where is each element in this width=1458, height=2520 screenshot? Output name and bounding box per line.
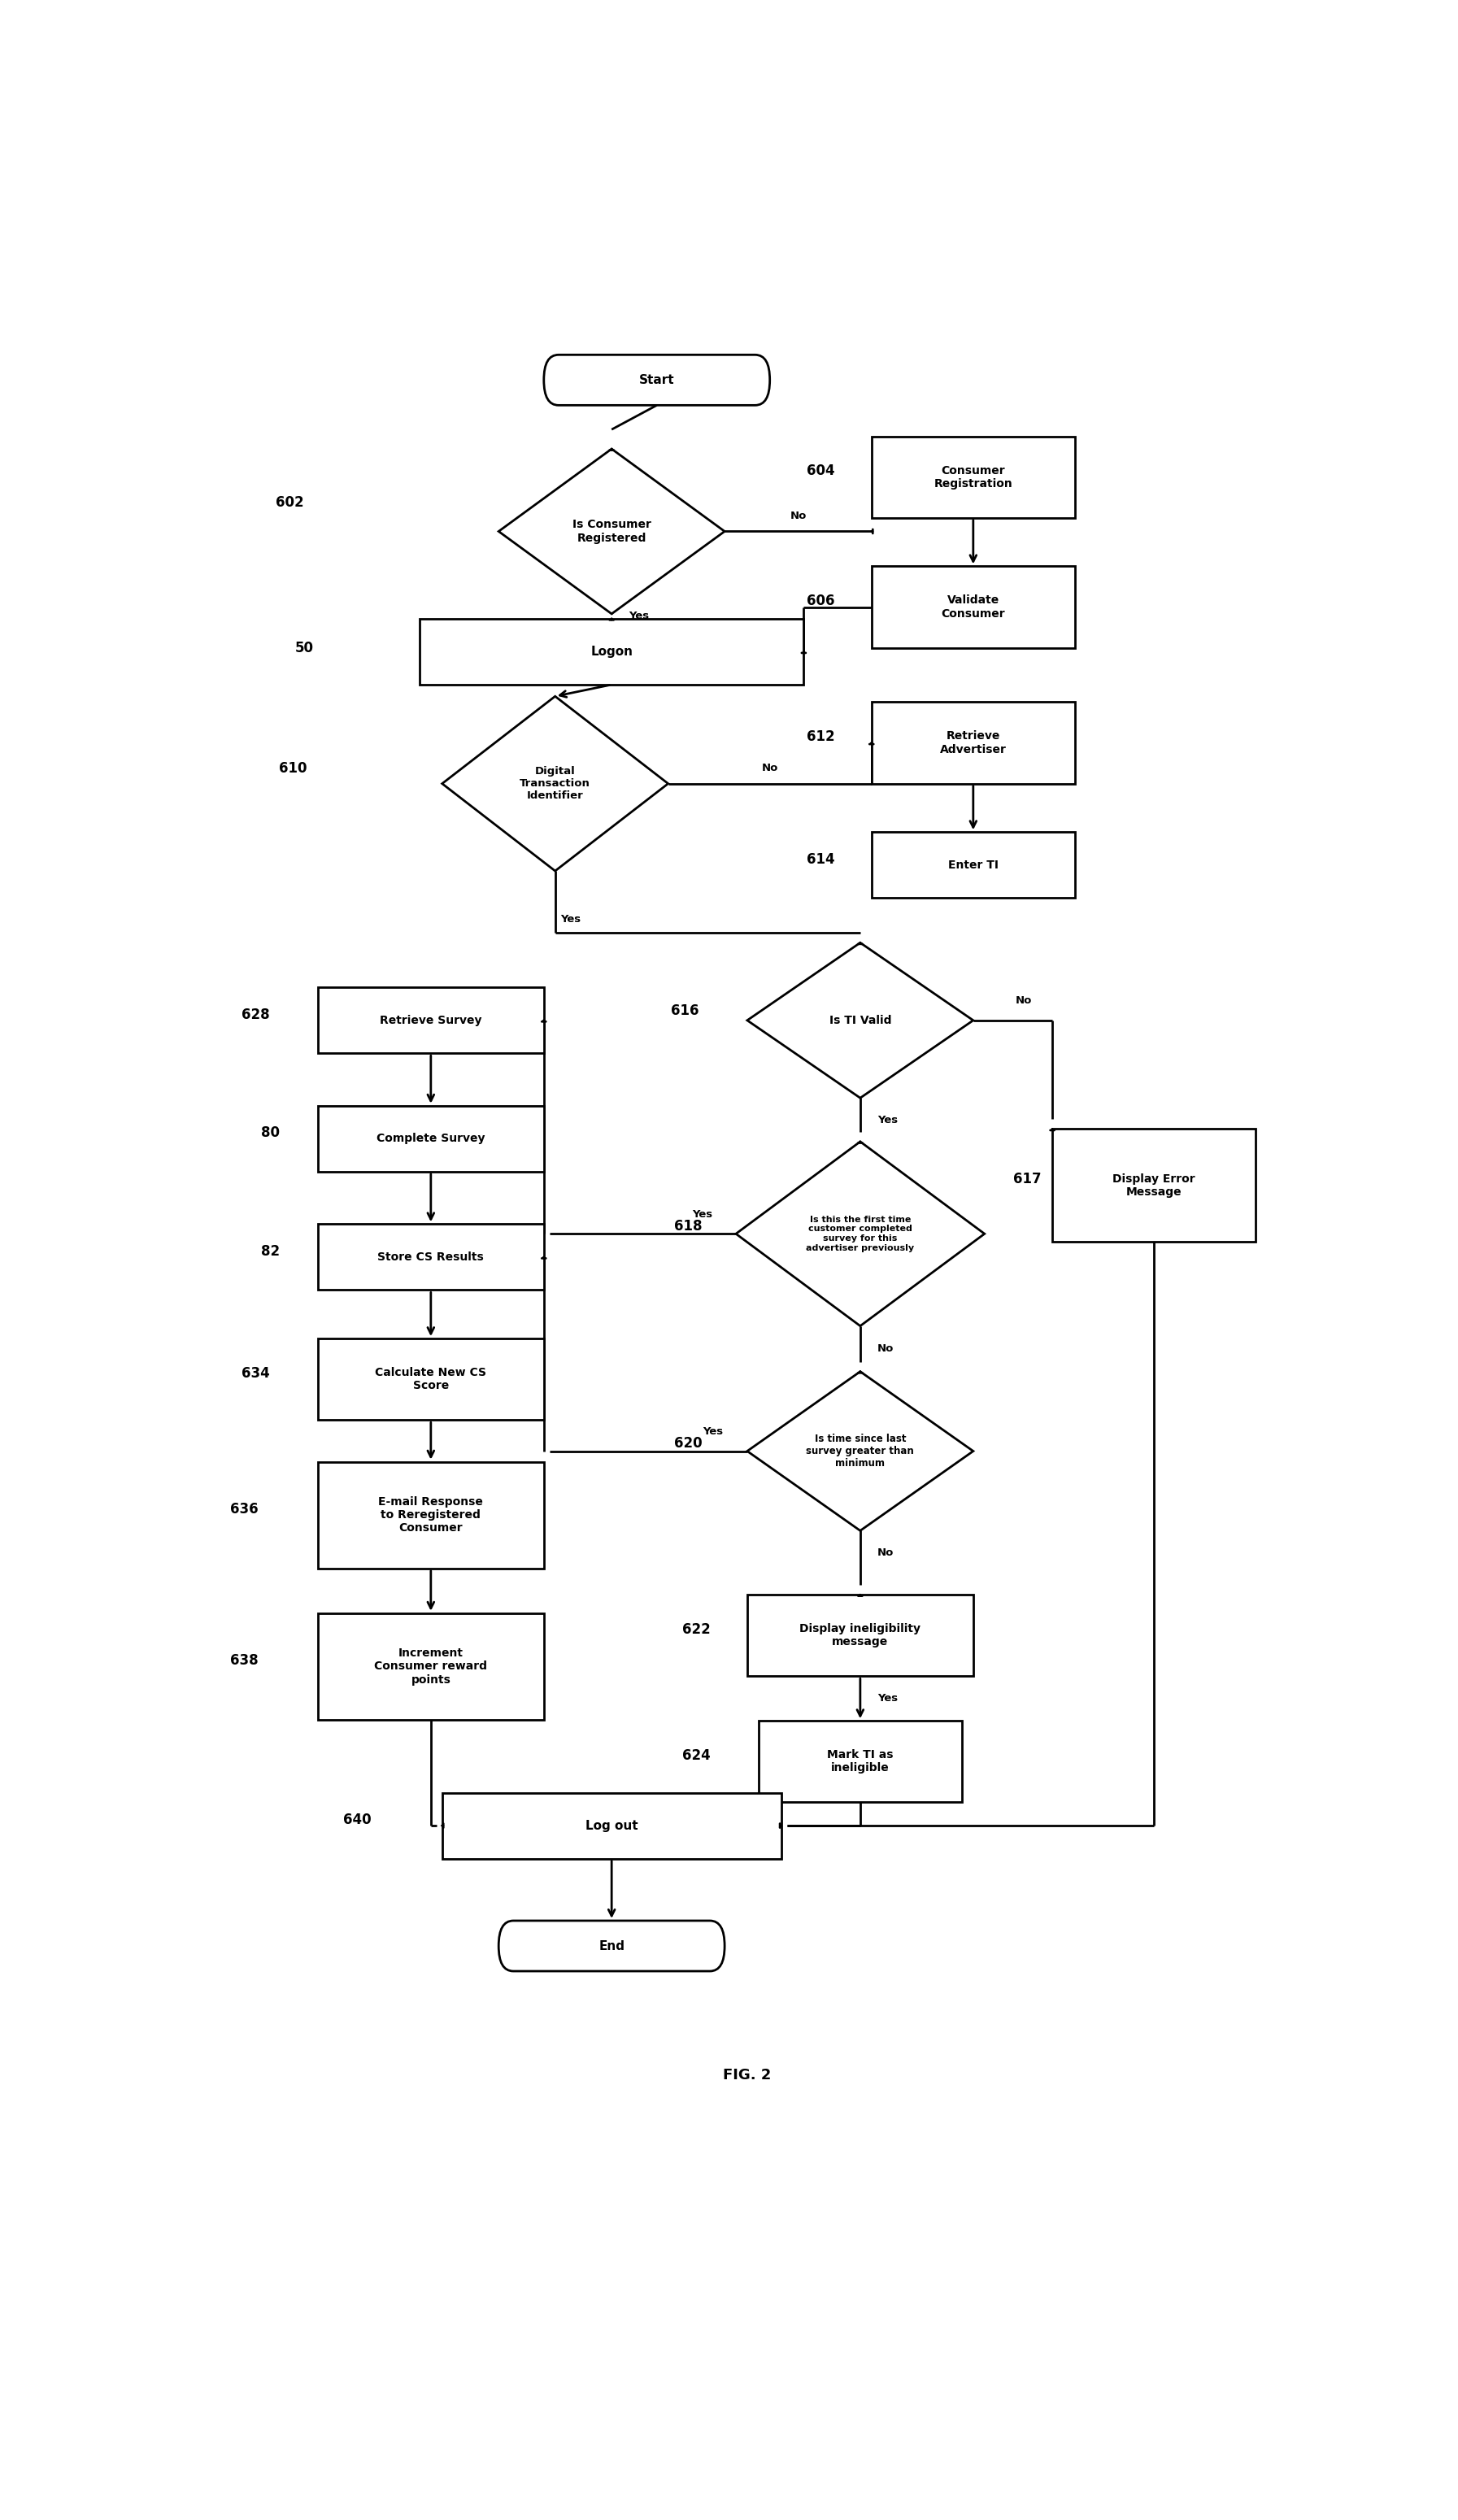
Text: 614: 614 [806,852,835,867]
FancyBboxPatch shape [318,1106,544,1172]
Text: 618: 618 [675,1220,703,1232]
Text: Store CS Results: Store CS Results [378,1252,484,1263]
FancyBboxPatch shape [872,832,1075,897]
FancyBboxPatch shape [499,1920,725,1971]
Text: 617: 617 [1013,1172,1041,1187]
Text: Is TI Valid: Is TI Valid [830,1016,891,1026]
Text: Logon: Logon [590,645,633,658]
FancyBboxPatch shape [758,1721,962,1802]
Text: 50: 50 [295,640,313,655]
Text: 620: 620 [675,1436,703,1452]
Text: Yes: Yes [628,610,649,622]
FancyBboxPatch shape [318,1338,544,1421]
FancyBboxPatch shape [872,703,1075,784]
Text: Yes: Yes [878,1693,898,1704]
FancyBboxPatch shape [442,1792,781,1860]
Text: Complete Survey: Complete Survey [376,1134,486,1144]
FancyBboxPatch shape [318,1225,544,1290]
Text: 640: 640 [343,1812,372,1827]
Text: No: No [878,1343,894,1353]
Text: Log out: Log out [585,1819,639,1832]
Text: 628: 628 [242,1008,270,1021]
Text: Start: Start [639,373,675,386]
Text: Yes: Yes [691,1210,713,1220]
Text: Mark TI as
ineligible: Mark TI as ineligible [827,1749,894,1774]
Text: Yes: Yes [878,1114,898,1124]
Text: No: No [761,764,779,774]
Text: 604: 604 [806,464,835,479]
Text: 624: 624 [682,1749,710,1764]
Text: 80: 80 [261,1126,280,1139]
FancyBboxPatch shape [544,355,770,406]
Text: Is Consumer
Registered: Is Consumer Registered [572,519,652,544]
Text: 616: 616 [671,1003,698,1018]
Text: Yes: Yes [703,1426,723,1436]
Text: Calculate New CS
Score: Calculate New CS Score [375,1366,487,1391]
Text: 622: 622 [682,1623,710,1638]
Text: Is this the first time
customer completed
survey for this
advertiser previously: Is this the first time customer complete… [806,1215,914,1252]
Polygon shape [442,696,668,872]
Text: 606: 606 [806,595,834,607]
Text: End: End [599,1940,624,1953]
Text: FIG. 2: FIG. 2 [723,2069,771,2084]
Text: Display ineligibility
message: Display ineligibility message [799,1623,921,1648]
Text: Yes: Yes [561,915,582,925]
FancyBboxPatch shape [318,1462,544,1567]
Text: Increment
Consumer reward
points: Increment Consumer reward points [375,1648,487,1686]
Text: No: No [790,512,806,522]
FancyBboxPatch shape [318,988,544,1053]
Polygon shape [499,449,725,615]
Text: Consumer
Registration: Consumer Registration [935,464,1012,489]
Text: 638: 638 [230,1653,258,1668]
Polygon shape [748,942,974,1099]
Polygon shape [748,1371,974,1530]
Text: Display Error
Message: Display Error Message [1112,1172,1196,1197]
FancyBboxPatch shape [420,620,803,685]
Polygon shape [736,1142,984,1326]
FancyBboxPatch shape [1053,1129,1255,1242]
FancyBboxPatch shape [872,436,1075,517]
FancyBboxPatch shape [748,1595,974,1676]
FancyBboxPatch shape [318,1613,544,1719]
Text: 602: 602 [276,494,303,509]
Text: E-mail Response
to Reregistered
Consumer: E-mail Response to Reregistered Consumer [379,1497,483,1535]
Text: 634: 634 [242,1366,270,1381]
FancyBboxPatch shape [872,567,1075,648]
Text: Retrieve
Advertiser: Retrieve Advertiser [940,731,1006,756]
Text: No: No [1016,995,1032,1005]
Text: 82: 82 [261,1245,280,1257]
Text: Enter TI: Enter TI [948,859,999,872]
Text: 610: 610 [278,761,308,776]
Text: No: No [878,1547,894,1557]
Text: Retrieve Survey: Retrieve Survey [381,1016,481,1026]
Text: Validate
Consumer: Validate Consumer [942,595,1005,620]
Text: 612: 612 [806,731,835,743]
Text: 636: 636 [230,1502,258,1517]
Text: Is time since last
survey greater than
minimum: Is time since last survey greater than m… [806,1434,914,1469]
Text: Digital
Transaction
Identifier: Digital Transaction Identifier [521,766,590,801]
